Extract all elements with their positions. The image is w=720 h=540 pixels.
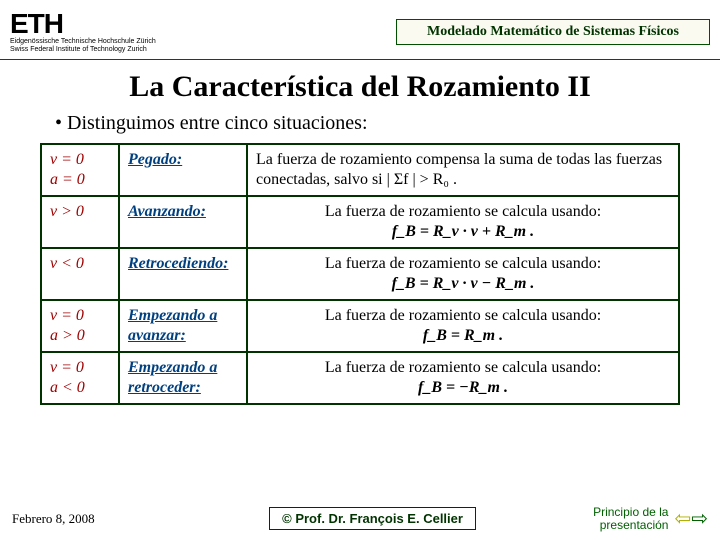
table-row: v = 0 a > 0 Empezando a avanzar: La fuer… bbox=[41, 300, 679, 352]
footer-date: Febrero 8, 2008 bbox=[12, 511, 152, 527]
state-cell: Empezando a avanzar: bbox=[119, 300, 247, 352]
footer: Febrero 8, 2008 © Prof. Dr. François E. … bbox=[0, 506, 720, 532]
description-cell: La fuerza de rozamiento compensa la suma… bbox=[247, 144, 679, 196]
state-cell: Pegado: bbox=[119, 144, 247, 196]
state-cell: Empezando a retroceder: bbox=[119, 352, 247, 404]
intro-bullet: • Distinguimos entre cinco situaciones: bbox=[55, 112, 720, 135]
author-box: © Prof. Dr. François E. Cellier bbox=[269, 507, 476, 530]
header: ETH Eidgenössische Technische Hochschule… bbox=[0, 0, 720, 60]
nav-arrows-icon[interactable]: ⇦⇨ bbox=[674, 506, 708, 531]
description-cell: La fuerza de rozamiento se calcula usand… bbox=[247, 352, 679, 404]
cases-table: v = 0 a = 0 Pegado: La fuerza de rozamie… bbox=[40, 143, 680, 405]
table-row: v = 0 a = 0 Pegado: La fuerza de rozamie… bbox=[41, 144, 679, 196]
course-title-box: Modelado Matemático de Sistemas Físicos bbox=[396, 19, 710, 45]
description-cell: La fuerza de rozamiento se calcula usand… bbox=[247, 196, 679, 248]
table-row: v > 0 Avanzando: La fuerza de rozamiento… bbox=[41, 196, 679, 248]
nav-link-start[interactable]: Principio de la presentación bbox=[593, 506, 668, 532]
page-title: La Característica del Rozamiento II bbox=[0, 70, 720, 104]
condition-cell: v < 0 bbox=[41, 248, 119, 300]
state-cell: Retrocediendo: bbox=[119, 248, 247, 300]
description-cell: La fuerza de rozamiento se calcula usand… bbox=[247, 300, 679, 352]
condition-cell: v = 0 a > 0 bbox=[41, 300, 119, 352]
table-row: v = 0 a < 0 Empezando a retroceder: La f… bbox=[41, 352, 679, 404]
condition-cell: v = 0 a = 0 bbox=[41, 144, 119, 196]
table-row: v < 0 Retrocediendo: La fuerza de rozami… bbox=[41, 248, 679, 300]
description-cell: La fuerza de rozamiento se calcula usand… bbox=[247, 248, 679, 300]
logo-sub-2: Swiss Federal Institute of Technology Zu… bbox=[10, 46, 156, 54]
condition-cell: v = 0 a < 0 bbox=[41, 352, 119, 404]
logo-main-text: ETH bbox=[10, 10, 156, 38]
eth-logo: ETH Eidgenössische Technische Hochschule… bbox=[10, 10, 156, 53]
logo-sub-1: Eidgenössische Technische Hochschule Zür… bbox=[10, 38, 156, 46]
condition-cell: v > 0 bbox=[41, 196, 119, 248]
state-cell: Avanzando: bbox=[119, 196, 247, 248]
